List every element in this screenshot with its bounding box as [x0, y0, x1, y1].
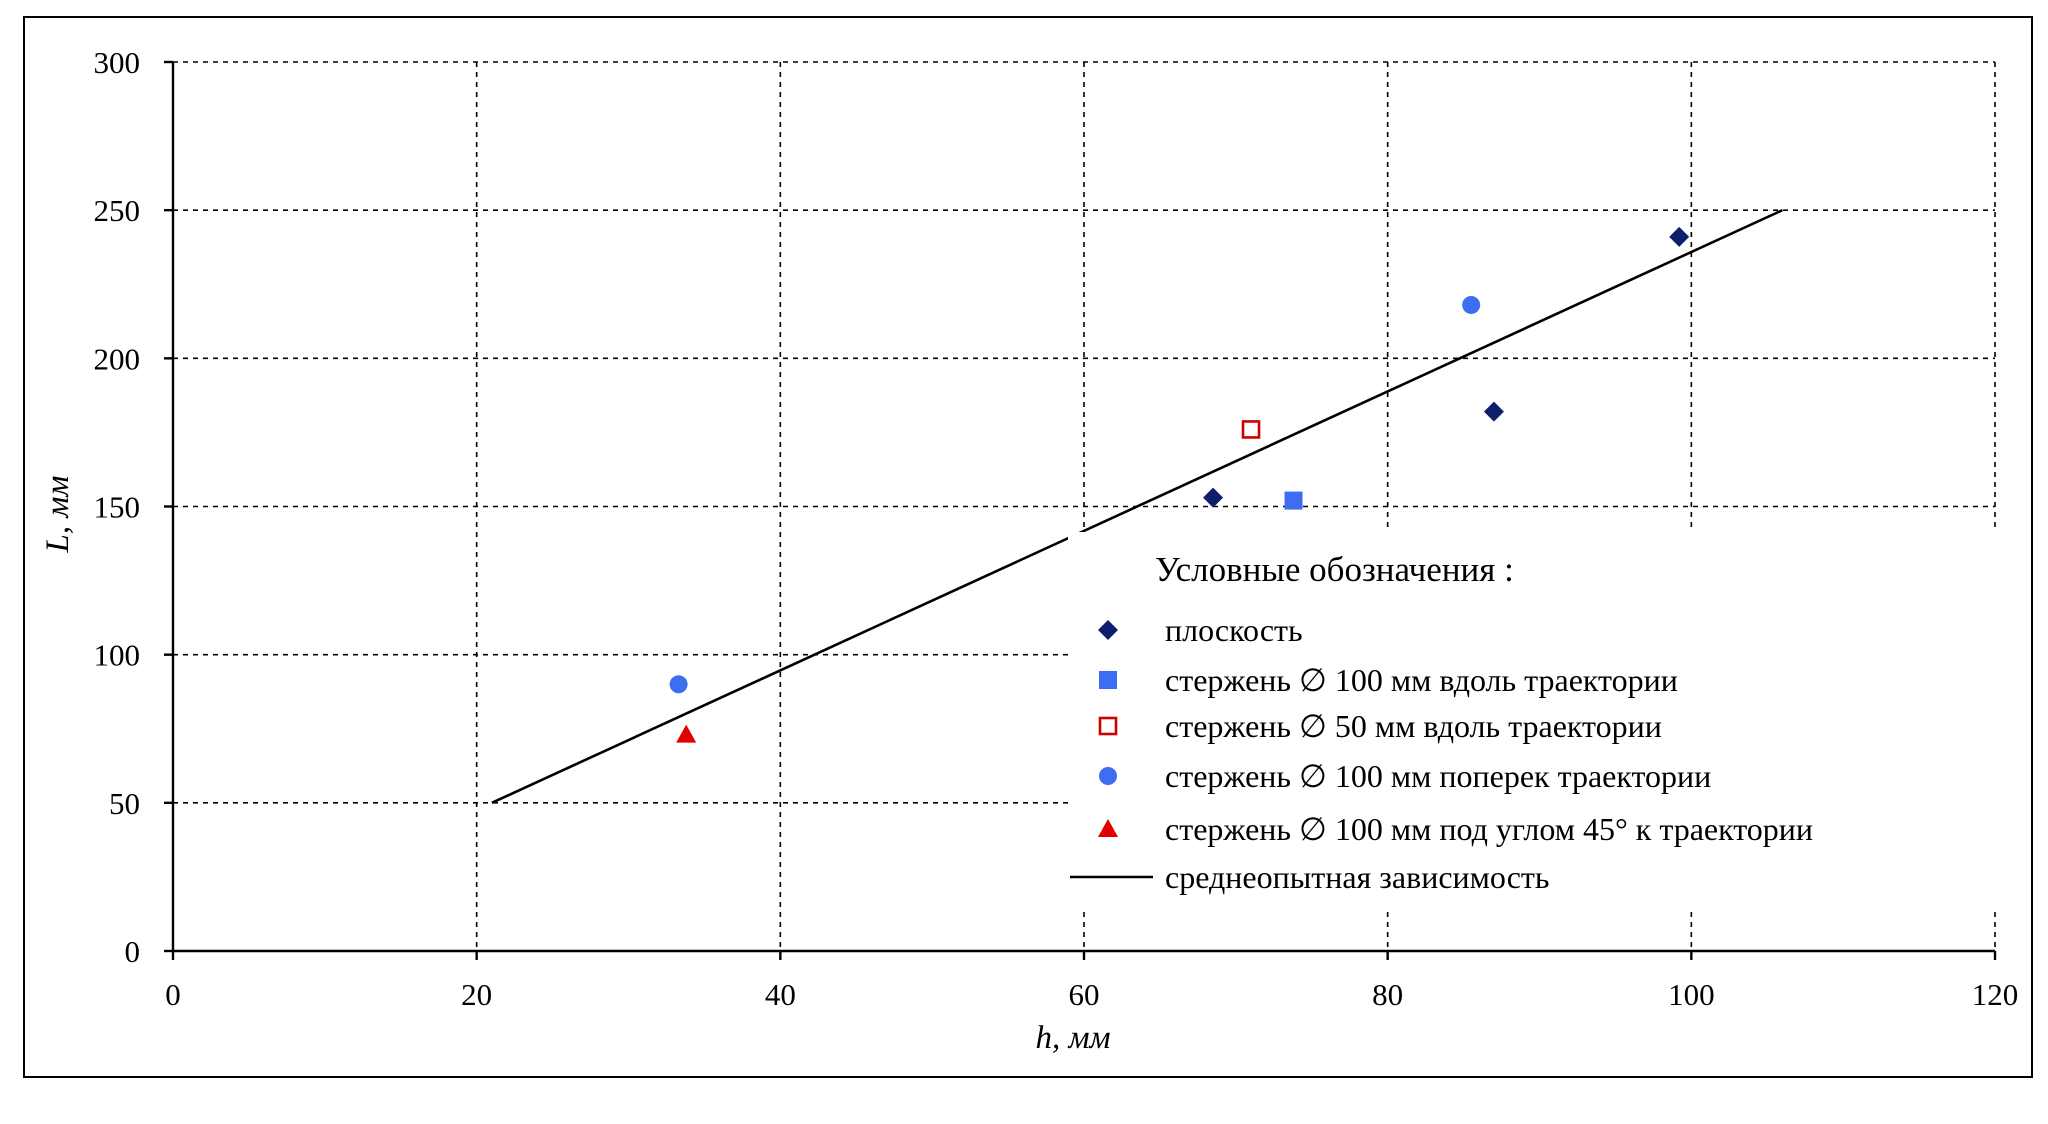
- data-point: [1241, 420, 1261, 439]
- x-axis-label: h, мм: [1035, 1020, 1110, 1056]
- legend-item: стержень ∅ 100 мм вдоль траектории: [1099, 662, 1678, 698]
- legend-label: плоскость: [1165, 612, 1303, 648]
- data-point: [1462, 295, 1481, 314]
- x-tick-label: 100: [1668, 977, 1715, 1012]
- legend-label: стержень ∅ 100 мм вдоль траектории: [1165, 662, 1678, 698]
- legend-marker: [1098, 819, 1118, 837]
- y-tick-label: 150: [94, 490, 141, 525]
- x-tick-label: 120: [1972, 977, 2019, 1012]
- legend-marker: [1099, 671, 1117, 689]
- data-point: [1203, 487, 1224, 508]
- y-tick-label: 50: [109, 786, 140, 821]
- legend-item: стержень ∅ 100 мм под углом 45° к траект…: [1098, 811, 1813, 847]
- y-axis-label: L, мм: [40, 476, 76, 554]
- data-points: [669, 226, 1690, 743]
- legend-label: стержень ∅ 100 мм под углом 45° к траект…: [1165, 811, 1813, 847]
- legend: Условные обозначения : плоскость стержень…: [1068, 532, 2010, 910]
- legend-label: среднеопытная зависимость: [1165, 859, 1549, 895]
- x-tick-label: 0: [165, 977, 181, 1012]
- legend-marker: [1098, 716, 1118, 736]
- y-tick-label: 250: [94, 193, 141, 228]
- x-tick-label: 80: [1372, 977, 1403, 1012]
- legend-label: стержень ∅ 50 мм вдоль траектории: [1165, 708, 1662, 744]
- x-tick-label: 60: [1069, 977, 1100, 1012]
- x-tick-label: 40: [765, 977, 796, 1012]
- legend-item: стержень ∅ 50 мм вдоль траектории: [1098, 708, 1662, 744]
- y-tick-label: 200: [94, 341, 141, 376]
- legend-item: плоскость: [1098, 612, 1303, 648]
- fit-line-layer: [491, 208, 1783, 805]
- fit-line: [491, 208, 1783, 805]
- legend-marker: [1099, 767, 1117, 785]
- axes: [164, 60, 1997, 960]
- data-point: [1669, 226, 1690, 247]
- data-point: [676, 724, 697, 743]
- legend-background: [1068, 532, 2010, 910]
- legend-label: стержень ∅ 100 мм поперек траектории: [1165, 758, 1711, 794]
- data-point: [1284, 491, 1303, 510]
- legend-item: среднеопытная зависимость: [1070, 859, 1549, 895]
- y-tick-label: 100: [94, 638, 141, 673]
- legend-marker: [1098, 620, 1118, 640]
- y-tick-label: 0: [125, 934, 141, 969]
- data-point: [1483, 401, 1504, 422]
- y-tick-label: 300: [94, 45, 141, 80]
- x-tick-label: 20: [461, 977, 492, 1012]
- legend-item: стержень ∅ 100 мм поперек траектории: [1099, 758, 1711, 794]
- legend-title: Условные обозначения :: [1155, 550, 1514, 589]
- data-point: [669, 675, 688, 694]
- tick-labels: 0 20 40 60 80 100 120 0 50 100 150 200 250 300: [94, 45, 2019, 1012]
